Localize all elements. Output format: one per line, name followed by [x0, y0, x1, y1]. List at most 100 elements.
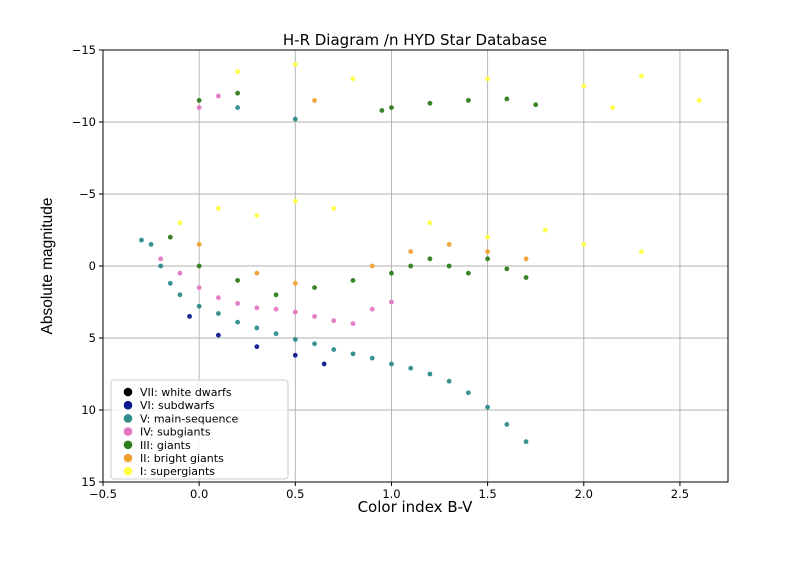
data-point: [215, 93, 221, 99]
data-point: [321, 361, 327, 367]
x-tick-label: 2.5: [671, 487, 689, 501]
data-point: [158, 256, 164, 262]
data-point: [187, 314, 192, 319]
data-point: [235, 301, 241, 306]
data-point: [485, 249, 491, 255]
data-point: [292, 116, 298, 122]
data-point: [273, 292, 279, 298]
data-point: [196, 105, 202, 110]
data-point: [148, 242, 154, 247]
data-point: [350, 351, 356, 357]
legend-label: V: main-sequence: [140, 412, 239, 425]
data-point: [254, 270, 260, 276]
data-point: [581, 83, 587, 89]
data-point: [215, 206, 221, 211]
data-point: [292, 62, 298, 67]
data-point: [523, 439, 529, 445]
data-point: [292, 280, 298, 286]
data-point: [235, 69, 241, 74]
data-point: [235, 278, 241, 283]
legend-box: [110, 379, 289, 480]
data-point: [533, 102, 539, 108]
chart-title: H-R Diagram /n HYD Star Database: [283, 31, 547, 49]
data-point: [196, 285, 202, 290]
axis-ticks: −0.5 0.0 0.5 1.0 1.5 2.0 2.5 −15 −10 −5 0 5 10 15: [72, 43, 689, 501]
data-point: [254, 325, 260, 331]
data-point: [408, 365, 414, 371]
data-point: [292, 337, 298, 342]
data-point: [504, 96, 510, 102]
legend-marker: [123, 466, 133, 476]
data-point: [273, 306, 279, 312]
data-point: [254, 305, 260, 311]
legend-marker: [123, 387, 133, 397]
legend-label: IV: subgiants: [140, 426, 211, 439]
data-point: [446, 242, 452, 247]
data-point: [254, 344, 260, 350]
data-point: [177, 220, 183, 226]
x-tick-label: 1.0: [382, 487, 400, 501]
y-tick-label: −5: [79, 187, 96, 201]
data-point: [369, 263, 375, 269]
data-point: [312, 314, 317, 319]
data-point: [639, 73, 644, 79]
data-point: [485, 256, 491, 262]
data-point: [523, 256, 529, 262]
data-point: [427, 256, 433, 262]
data-point: [196, 303, 202, 309]
data-point: [215, 295, 221, 301]
legend-label: I: supergiants: [140, 465, 215, 478]
data-point: [379, 108, 385, 113]
y-tick-label: 15: [81, 475, 96, 489]
data-point: [581, 242, 587, 247]
legend-label: VI: subdwarfs: [140, 399, 215, 412]
data-point: [292, 309, 298, 315]
data-point: [331, 347, 337, 352]
data-point: [639, 249, 644, 255]
legend-label: VII: white dwarfs: [140, 386, 232, 399]
data-point: [331, 206, 337, 211]
legend-marker: [123, 453, 133, 463]
data-point: [312, 341, 317, 347]
data-point: [427, 100, 433, 106]
data-point: [465, 390, 471, 396]
data-point: [465, 270, 471, 276]
y-tick-label: 0: [89, 259, 96, 273]
data-point: [504, 266, 510, 272]
y-tick-label: −10: [72, 115, 96, 129]
data-point: [167, 280, 173, 286]
data-point: [465, 98, 471, 103]
y-tick-label: 10: [81, 403, 96, 417]
x-tick-label: 1.5: [478, 487, 496, 501]
data-point: [408, 249, 414, 255]
data-point: [610, 105, 616, 110]
data-point: [542, 227, 548, 233]
data-point: [177, 270, 183, 276]
y-tick-label: 5: [89, 331, 96, 345]
data-point: [446, 263, 452, 269]
y-tick-label: −15: [72, 43, 96, 57]
data-point: [389, 299, 394, 305]
data-point: [350, 321, 356, 326]
data-point: [158, 263, 164, 269]
data-point: [408, 263, 414, 269]
data-point: [389, 270, 394, 276]
data-point: [235, 90, 241, 96]
x-axis-label: Color index B-V: [358, 498, 474, 516]
data-point: [196, 98, 202, 103]
y-axis-label: Absolute magnitude: [39, 197, 56, 334]
data-point: [196, 242, 202, 247]
data-point: [273, 331, 279, 337]
data-point: [215, 332, 221, 338]
data-point: [504, 422, 510, 427]
x-tick-label: 2.0: [575, 487, 593, 501]
data-point: [523, 275, 529, 280]
legend-label: II: bright giants: [140, 452, 224, 465]
legend-marker: [123, 400, 133, 410]
data-point: [696, 98, 702, 103]
data-point: [485, 404, 491, 410]
data-point: [485, 234, 491, 240]
legend-marker: [123, 427, 133, 436]
x-tick-label: 0.0: [190, 487, 208, 501]
